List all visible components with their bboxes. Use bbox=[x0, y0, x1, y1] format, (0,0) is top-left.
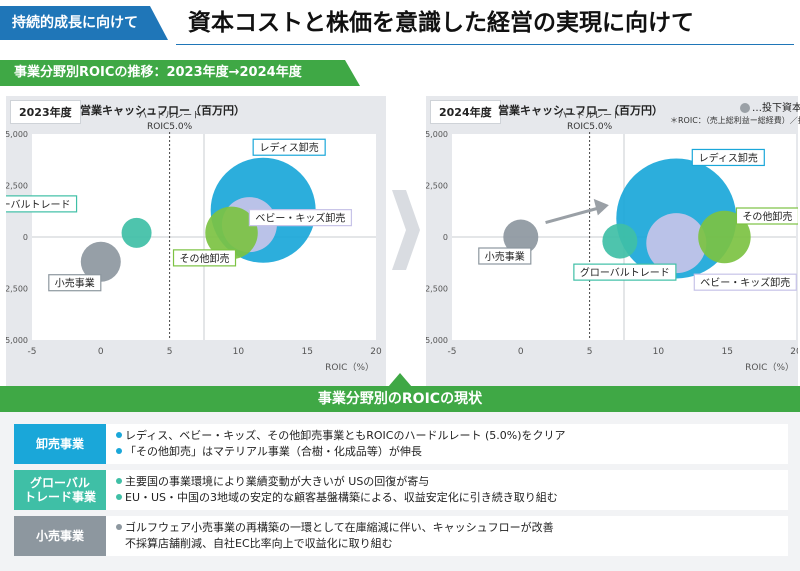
row-label-wholesale: 卸売事業 bbox=[14, 424, 106, 464]
bubble-label-box bbox=[248, 209, 353, 227]
x-tick-label: 20 bbox=[370, 347, 382, 357]
y-tick-label: -2,500 bbox=[426, 285, 448, 294]
bubble-label-box bbox=[691, 148, 765, 167]
x-axis-title: ROIC（%） bbox=[325, 362, 374, 373]
bubble-label: ベビー・キッズ卸売 bbox=[255, 212, 345, 225]
chart-section-title: 事業分野別ROICの推移：2023年度→2024年度 bbox=[0, 60, 360, 86]
y-tick-label: 2,500 bbox=[6, 182, 28, 191]
bubble-3 bbox=[121, 217, 152, 248]
x-tick-label: 0 bbox=[518, 347, 524, 357]
bubble-3 bbox=[602, 223, 638, 259]
roic-note: ＊ROIC：（売上総利益ー総経費）／投下資本 bbox=[670, 116, 800, 125]
bubble-label-box bbox=[48, 274, 102, 292]
row-label-retail: 小売事業 bbox=[14, 516, 106, 556]
chevron-right-icon bbox=[392, 190, 420, 270]
chart-panel-2024: 2024年度 営業キャッシュフロー（百万円） …投下資本 ＊ROIC：（売上総利… bbox=[426, 96, 800, 388]
legend: …投下資本 bbox=[740, 99, 800, 114]
bubble-label: ベビー・キッズ卸売 bbox=[700, 276, 790, 289]
roic-status-section: 事業分野別のROICの現状 卸売事業 レディス、ベビー・キッズ、その他卸売事業と… bbox=[0, 373, 800, 571]
x-tick-label: 10 bbox=[233, 347, 245, 357]
bullet-icon bbox=[116, 478, 122, 484]
bullet-icon bbox=[116, 448, 122, 454]
bubble-4 bbox=[80, 241, 121, 282]
bubble-label-box bbox=[172, 249, 237, 267]
status-row-retail: 小売事業 ゴルフウェア小売事業の再構築の一環として在庫縮減に伴い、キャッシュフロ… bbox=[14, 516, 788, 556]
x-tick-label: -5 bbox=[28, 347, 37, 357]
hurdle-label: ハードルレート bbox=[558, 111, 621, 121]
x-tick-label: 5 bbox=[167, 347, 173, 357]
bubble-label: 小売事業 bbox=[485, 250, 525, 263]
x-tick-label: 20 bbox=[790, 347, 798, 357]
status-row-global-trade: グローバル トレード事業 主要国の事業環境により業績変動が大きいが USの回復が寄… bbox=[14, 470, 788, 510]
legend-label: …投下資本 bbox=[752, 103, 800, 114]
bubble-label: 小売事業 bbox=[55, 277, 95, 290]
y-tick-label: -5,000 bbox=[426, 336, 448, 345]
x-tick-label: 10 bbox=[653, 347, 665, 357]
row-text-retail: ゴルフウェア小売事業の再構築の一環として在庫縮減に伴い、キャッシュフローが改善 … bbox=[116, 520, 554, 552]
hurdle-label: ハードルレート bbox=[138, 111, 201, 121]
bubble-2 bbox=[205, 206, 258, 260]
status-row-wholesale: 卸売事業 レディス、ベビー・キッズ、その他卸売事業ともROICのハードルレート … bbox=[14, 424, 788, 464]
y-tick-label: -2,500 bbox=[6, 285, 28, 294]
bubble-label-box bbox=[573, 263, 677, 281]
x-axis-title: ROIC（%） bbox=[745, 362, 794, 373]
x-tick-label: -5 bbox=[448, 347, 457, 357]
x-tick-label: 0 bbox=[98, 347, 104, 357]
y-axis-title-2023: 営業キャッシュフロー（百万円） bbox=[80, 104, 245, 117]
legend-bubble-icon bbox=[740, 103, 750, 113]
bubble-label-box bbox=[252, 138, 326, 156]
bubble-label: その他卸売 bbox=[742, 210, 792, 223]
y-tick-label: -5,000 bbox=[6, 336, 28, 345]
bubble-label-box bbox=[478, 247, 532, 265]
bubble-label-box bbox=[693, 273, 797, 291]
y-tick-label: 0 bbox=[443, 233, 448, 242]
bubble-4 bbox=[503, 219, 539, 255]
y-tick-label: 5,000 bbox=[6, 130, 28, 139]
bubble-label: レディス卸売 bbox=[260, 141, 319, 154]
bubble-label: グローバルトレード bbox=[580, 266, 670, 279]
year-label-2023: 2023年度 bbox=[10, 100, 81, 124]
page-title: 資本コストと株価を意識した経営の実現に向けて bbox=[188, 10, 694, 36]
y-axis-title-2024: 営業キャッシュフロー（百万円） bbox=[498, 104, 663, 117]
bubble-label: その他卸売 bbox=[180, 252, 230, 265]
year-label-2024: 2024年度 bbox=[430, 100, 501, 124]
arrow-head-icon bbox=[593, 198, 609, 216]
bullet-icon bbox=[116, 524, 122, 530]
bullet-icon bbox=[116, 432, 122, 438]
bubble-label: レディス卸売 bbox=[699, 151, 758, 164]
status-body: 卸売事業 レディス、ベビー・キッズ、その他卸売事業ともROICのハードルレート … bbox=[0, 412, 800, 571]
status-pointer bbox=[388, 373, 412, 387]
status-title: 事業分野別のROICの現状 bbox=[0, 386, 800, 412]
hurdle-value-label: ROIC5.0% bbox=[147, 122, 193, 132]
y-tick-label: 2,500 bbox=[426, 182, 448, 191]
x-tick-label: 15 bbox=[301, 347, 312, 357]
title-divider bbox=[176, 44, 794, 45]
row-text-wholesale: レディス、ベビー・キッズ、その他卸売事業ともROICのハードルレート (5.0%… bbox=[116, 428, 565, 460]
row-text-global-trade: 主要国の事業環境により業績変動が大きいが USの回復が寄与 EU・US・中国の3… bbox=[116, 474, 558, 506]
y-tick-label: 5,000 bbox=[426, 130, 448, 139]
y-tick-label: 0 bbox=[23, 233, 28, 242]
bubble-1 bbox=[646, 213, 707, 274]
row-label-global-trade: グローバル トレード事業 bbox=[14, 470, 106, 510]
bubble-label: グローバルトレード bbox=[6, 198, 71, 211]
movement-arrow bbox=[545, 205, 603, 225]
bubble-label-box bbox=[735, 207, 798, 225]
hurdle-value-label: ROIC5.0% bbox=[567, 122, 613, 132]
x-tick-label: 15 bbox=[721, 347, 732, 357]
x-tick-label: 5 bbox=[587, 347, 593, 357]
section-tag: 持続的成長に向けて bbox=[0, 6, 168, 40]
bullet-icon bbox=[116, 494, 122, 500]
bubble-label-box bbox=[6, 195, 78, 213]
chart-panel-2023: 2023年度 営業キャッシュフロー（百万円） ハードルレート ROIC5.0% -5… bbox=[6, 96, 386, 388]
